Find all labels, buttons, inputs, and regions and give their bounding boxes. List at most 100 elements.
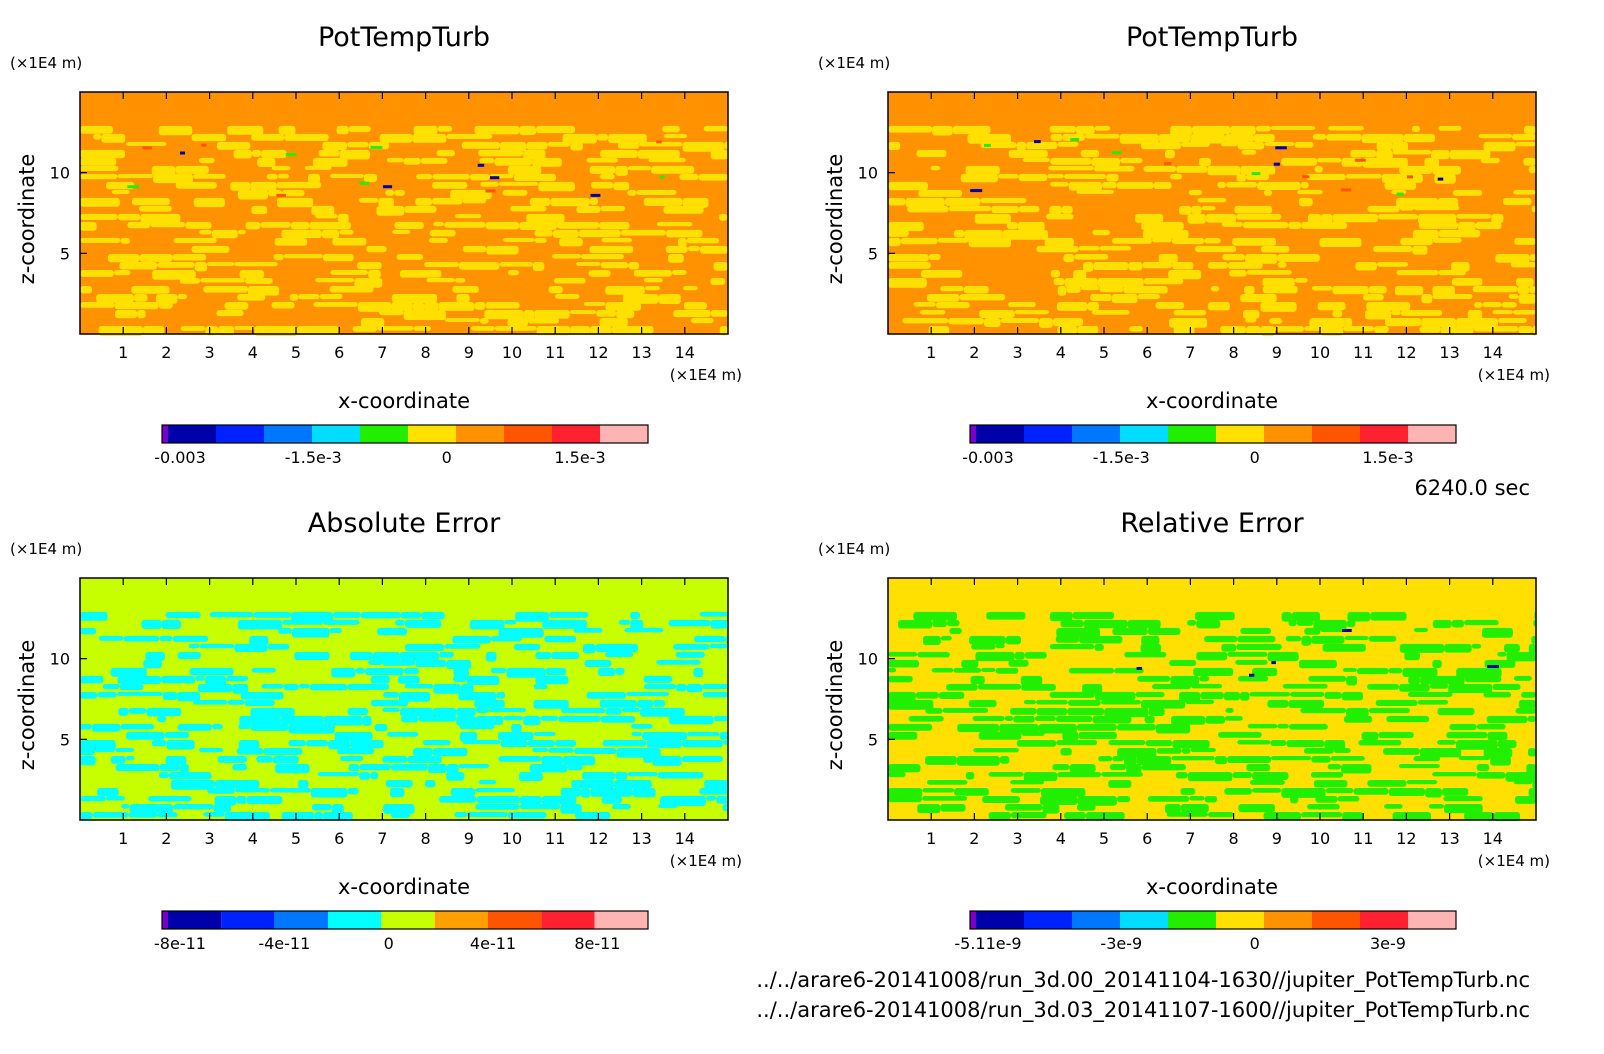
- field-patch: [131, 286, 170, 294]
- field-patch: [499, 262, 533, 267]
- field-patch: [1407, 691, 1453, 697]
- field-patch: [550, 197, 590, 207]
- field-patch: [1378, 213, 1418, 220]
- field-patch: [323, 812, 353, 820]
- field-patch: [1286, 740, 1325, 748]
- field-patch: [179, 278, 201, 284]
- field-patch: [80, 165, 119, 172]
- field-patch: [354, 278, 383, 288]
- field-patch: [1196, 651, 1228, 661]
- field-patch: [534, 229, 553, 237]
- field-patch: [404, 205, 437, 213]
- field-patch: [1068, 181, 1102, 191]
- field-patch: [1425, 788, 1442, 798]
- field-patch: [1288, 619, 1297, 627]
- field-patch: [1291, 611, 1321, 622]
- field-patch: [713, 262, 728, 271]
- y-axis-label: z-coordinate: [823, 154, 847, 285]
- field-patch: [192, 699, 228, 705]
- field-patch: [1197, 197, 1227, 203]
- field-patch: [251, 133, 285, 141]
- field-patch: [599, 221, 630, 230]
- field-patch: [1207, 302, 1230, 311]
- field-patch: [1076, 723, 1117, 731]
- field-patch: [1038, 723, 1077, 734]
- field-patch: [1531, 205, 1536, 213]
- y-tick-label: 5: [868, 244, 878, 263]
- field-patch: [1311, 756, 1331, 763]
- field-patch: [570, 141, 583, 151]
- field-patch: [1171, 715, 1206, 725]
- field-patch: [1077, 796, 1117, 806]
- field-patch: [1152, 237, 1172, 243]
- field-patch: [1367, 780, 1407, 787]
- field-patch: [544, 635, 577, 643]
- field-patch: [507, 812, 547, 819]
- field-patch: [1049, 691, 1095, 698]
- field-patch: [1063, 173, 1107, 179]
- colorbar-frame: [161, 910, 649, 930]
- field-patch: [716, 796, 728, 804]
- field-patch: [1057, 286, 1067, 296]
- field-patch: [1060, 748, 1072, 756]
- field-patch: [374, 723, 388, 732]
- field-patch: [1192, 125, 1231, 135]
- field-patch: [570, 326, 590, 335]
- field-patch: [616, 310, 635, 319]
- field-patch: [888, 699, 934, 710]
- field-patch: [1464, 812, 1494, 821]
- x-tick-label: 11: [1353, 343, 1373, 362]
- field-patch: [1264, 141, 1295, 146]
- field-patch: [532, 157, 562, 167]
- field-patch: [226, 675, 249, 682]
- field-patch: [888, 221, 924, 232]
- field-spot: [1249, 673, 1255, 677]
- colorbar-swatch: [1264, 425, 1312, 443]
- field-patch: [600, 149, 638, 158]
- field-patch: [507, 270, 520, 276]
- field-patch: [298, 683, 310, 689]
- field-patch: [529, 197, 551, 206]
- field-patch: [1245, 318, 1257, 323]
- field-patch: [416, 173, 433, 180]
- field-patch: [533, 731, 556, 736]
- field-patch: [432, 748, 468, 757]
- field-patch: [999, 723, 1039, 734]
- field-patch: [1191, 205, 1202, 215]
- field-patch: [1091, 310, 1130, 315]
- field-patch: [615, 667, 625, 675]
- field-patch: [1034, 715, 1056, 722]
- y-tick-label: 5: [60, 730, 70, 749]
- field-patch: [199, 643, 235, 649]
- field-patch: [383, 804, 415, 814]
- field-patch: [1052, 318, 1084, 327]
- field-patch: [1482, 302, 1502, 308]
- field-patch: [1438, 270, 1466, 276]
- field-patch: [938, 691, 965, 699]
- x-tick-label: 5: [1099, 343, 1109, 362]
- field-patch: [1201, 205, 1216, 211]
- colorbar-tick-label: -3e-9: [1100, 934, 1142, 953]
- y-axis-label: z-coordinate: [15, 154, 39, 285]
- field-patch: [1394, 286, 1424, 296]
- field-patch: [514, 643, 541, 651]
- field-patch: [940, 635, 952, 641]
- field-patch: [1270, 125, 1316, 130]
- field-patch: [1245, 254, 1278, 264]
- field-patch: [298, 294, 320, 300]
- field-patch: [321, 229, 340, 239]
- field-patch: [673, 643, 710, 650]
- field-patch: [80, 197, 120, 207]
- x-tick-label: 11: [1353, 829, 1373, 848]
- field-patch: [519, 804, 561, 810]
- field-patch: [1044, 237, 1074, 247]
- field-patch: [1111, 294, 1138, 304]
- field-patch: [1142, 229, 1189, 239]
- field-patch: [665, 245, 688, 253]
- colorbar-swatch: [970, 425, 976, 443]
- y-tick-label: 5: [868, 730, 878, 749]
- field-patch: [290, 221, 310, 230]
- field-patch: [312, 157, 348, 167]
- field-patch: [1080, 286, 1100, 291]
- field-patch: [1503, 197, 1532, 206]
